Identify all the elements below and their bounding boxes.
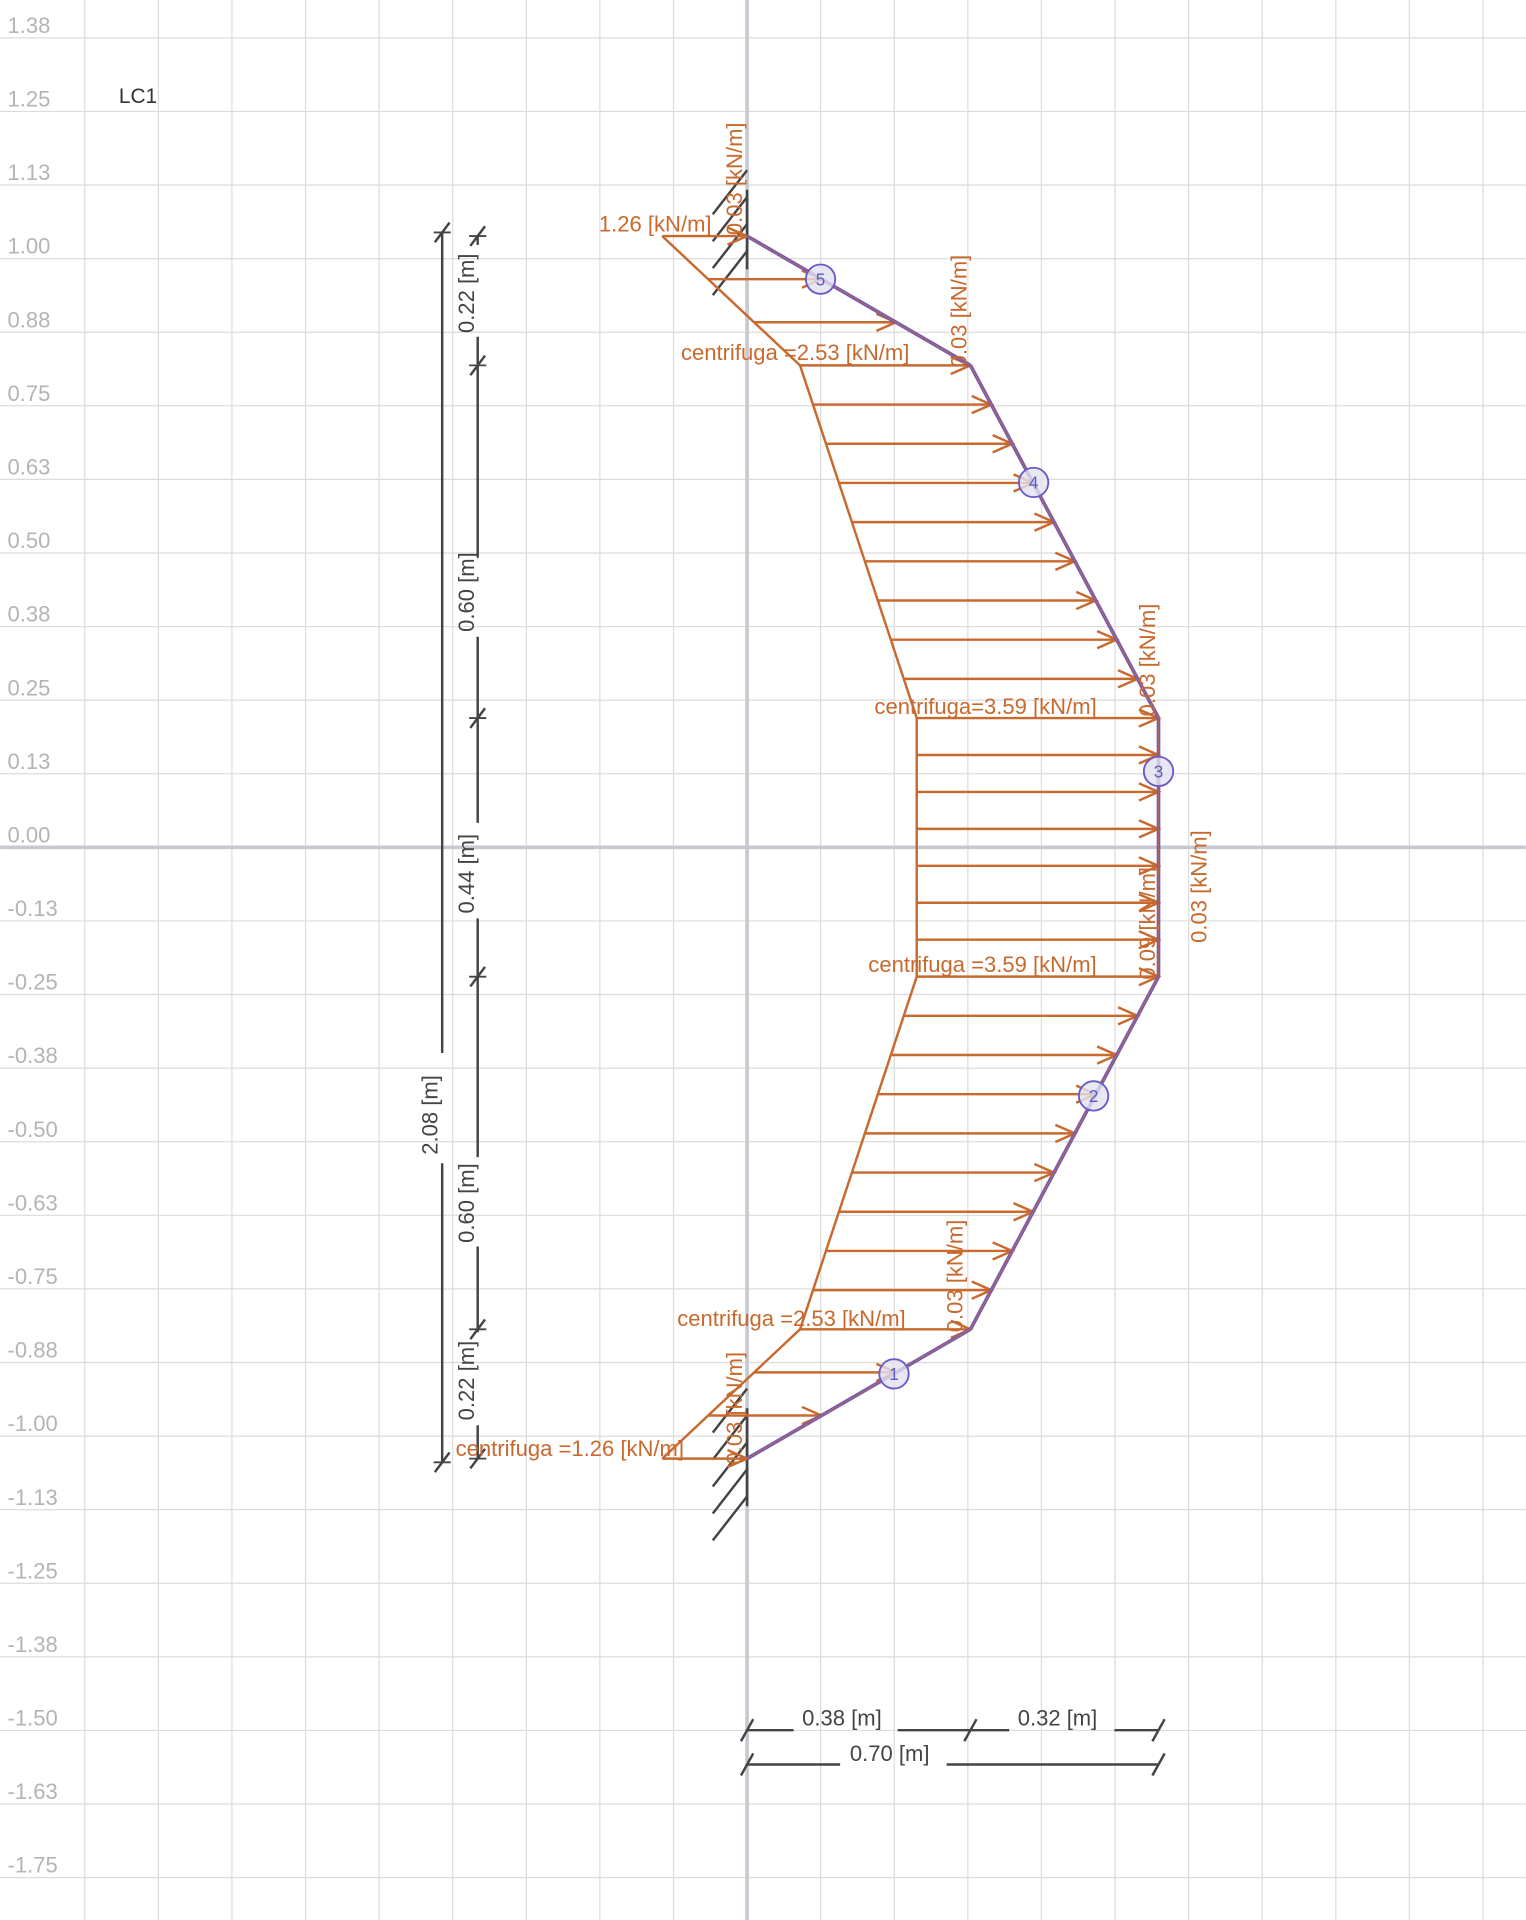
y-tick-label: -1.13 <box>7 1485 57 1510</box>
y-tick-label: -0.25 <box>7 970 57 995</box>
y-axis-ticks: 1.38 1.25 1.13 1.00 0.88 0.75 0.63 0.50 0.38 0.25… <box>7 13 57 1878</box>
member-overlay <box>969 365 1160 719</box>
axial-label: 0.09 [kN/m] <box>1135 867 1160 980</box>
dim-width-total: 0.70 [m] <box>850 1741 930 1766</box>
y-tick-label: -1.00 <box>7 1411 57 1436</box>
dim-total-height: 2.08 [m] <box>417 1075 442 1155</box>
support-hatch <box>711 169 749 216</box>
member-overlay <box>746 235 971 367</box>
y-tick-label: 0.88 <box>7 307 50 332</box>
load-outline <box>661 235 918 1460</box>
dim-width-a: 0.38 [m] <box>802 1705 882 1730</box>
dim-segment: 0.60 [m] <box>454 552 479 632</box>
element-number: 3 <box>1154 762 1164 782</box>
axial-label: 0.03 [kN/m] <box>722 1352 747 1465</box>
y-tick-label: -0.13 <box>7 896 57 921</box>
load-label-node5: centrifuga =2.53 [kN/m] <box>677 1306 905 1331</box>
y-tick-label: 0.63 <box>7 454 50 479</box>
y-tick-label: -1.63 <box>7 1779 57 1804</box>
dim-tick <box>739 1718 755 1742</box>
dim-tick <box>1151 1718 1166 1742</box>
dim-segment: 0.22 [m] <box>454 1341 479 1421</box>
support-hatch <box>711 1414 749 1461</box>
y-tick-label: 0.50 <box>7 528 50 553</box>
y-tick-label: -0.75 <box>7 1264 57 1289</box>
y-tick-label: -0.88 <box>7 1338 57 1363</box>
dim-tick <box>963 1718 978 1742</box>
member-overlay <box>746 1328 971 1460</box>
element-number: 4 <box>1029 473 1039 493</box>
y-tick-label: 0.25 <box>7 675 50 700</box>
y-tick-label: 0.75 <box>7 381 50 406</box>
axial-label: 0.03 [kN/m] <box>722 122 747 235</box>
y-tick-label: 0.13 <box>7 749 50 774</box>
y-tick-label: 1.38 <box>7 13 50 38</box>
element-number: 2 <box>1089 1086 1099 1106</box>
element-marker[interactable] <box>1018 466 1050 499</box>
fixed-supports <box>711 169 749 1542</box>
y-tick-label: 0.00 <box>7 822 50 847</box>
element-number: 1 <box>889 1364 899 1384</box>
element-marker[interactable] <box>1142 755 1175 788</box>
element-marker[interactable] <box>804 263 837 295</box>
element-marker[interactable] <box>1078 1080 1110 1112</box>
dim-segment: 0.44 [m] <box>454 834 479 914</box>
y-tick-label: -1.38 <box>7 1632 57 1657</box>
support-hatch <box>711 1468 749 1515</box>
load-label-bottom: centrifuga =1.26 [kN/m] <box>456 1436 684 1461</box>
y-tick-label: -0.63 <box>7 1190 57 1215</box>
members[interactable]: 5 4 3 2 1 <box>746 234 1175 1461</box>
load-label-node2: centrifuga =2.53 [kN/m] <box>681 340 909 365</box>
support-hatch <box>711 196 749 242</box>
support-hatch <box>711 1441 749 1488</box>
load-case-label: LC1 <box>119 85 157 108</box>
y-tick-label: 1.13 <box>7 160 50 185</box>
y-tick-label: -1.50 <box>7 1706 57 1731</box>
dim-width-b: 0.32 [m] <box>1018 1705 1098 1730</box>
y-tick-label: -1.75 <box>7 1853 57 1878</box>
dim-segment: 0.60 [m] <box>454 1163 479 1243</box>
dim-segment: 0.22 [m] <box>454 253 479 333</box>
y-tick-label: -0.50 <box>7 1117 57 1142</box>
element-number: 5 <box>816 269 826 289</box>
support-hatch <box>711 1495 749 1542</box>
element-marker[interactable] <box>878 1358 910 1390</box>
dimension-lines <box>433 221 1166 1777</box>
dim-tick <box>739 1752 755 1777</box>
load-label-top: 1.26 [kN/m] <box>599 211 712 236</box>
dim-tick <box>1151 1752 1166 1777</box>
y-tick-label: -1.25 <box>7 1558 57 1583</box>
support-hatch <box>711 223 749 269</box>
load-label-node3: centrifuga=3.59 [kN/m] <box>874 694 1096 719</box>
axial-label: 0.03 [kN/m] <box>1135 604 1160 717</box>
load-label-node4: centrifuga =3.59 [kN/m] <box>868 952 1096 977</box>
support-hatch <box>711 1387 749 1434</box>
y-tick-label: 1.00 <box>7 234 50 259</box>
axial-label: 0.03 [kN/m] <box>1186 830 1211 943</box>
y-tick-label: 0.38 <box>7 602 50 627</box>
y-tick-label: 1.25 <box>7 87 50 112</box>
axial-label: 0.03 [kN/m] <box>943 1220 968 1333</box>
member-overlay <box>969 976 1160 1330</box>
axial-label: 0.03 [kN/m] <box>946 255 971 368</box>
y-tick-label: -0.38 <box>7 1043 57 1068</box>
